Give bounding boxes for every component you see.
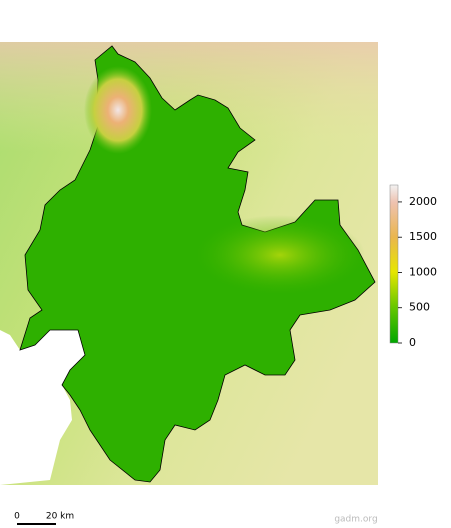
terrain-uplands <box>195 215 365 295</box>
scale-label: 20 km <box>46 512 74 522</box>
terrain-peak <box>84 66 152 154</box>
sea <box>0 330 85 485</box>
legend-tick-label: 500 <box>409 301 430 314</box>
legend: 0 500 1000 1500 2000 <box>389 184 437 349</box>
scale-label: 0 <box>14 512 20 522</box>
color-bar <box>389 184 399 344</box>
legend-tick-label: 2000 <box>409 195 437 208</box>
credit: gadm.org <box>334 515 377 525</box>
legend-tick-label: 1000 <box>409 265 437 278</box>
map <box>0 42 378 485</box>
legend-tick-label: 0 <box>409 336 416 349</box>
legend-tick-label: 1500 <box>409 230 437 243</box>
